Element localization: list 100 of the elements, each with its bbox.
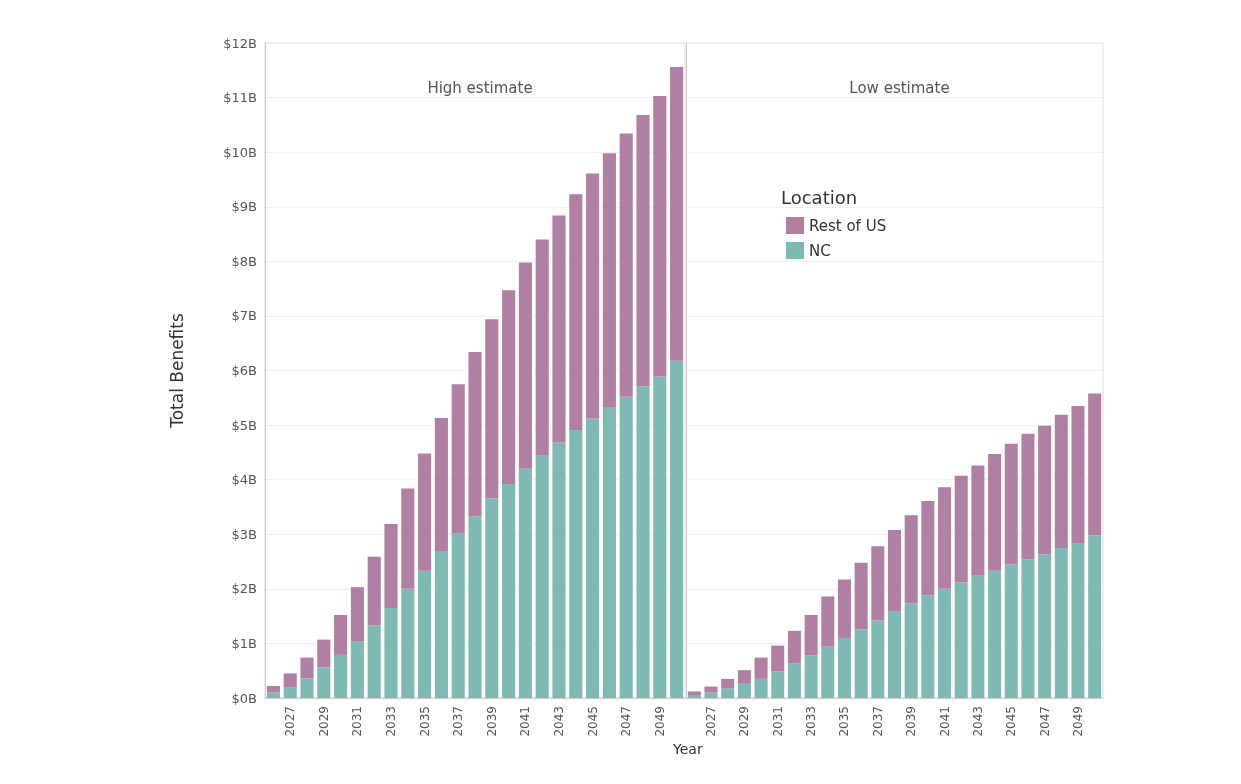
bar [1021, 559, 1035, 698]
bar [1071, 405, 1085, 543]
bar [468, 351, 482, 517]
bar [1038, 425, 1052, 555]
bar [921, 500, 935, 596]
bar [653, 376, 667, 698]
bar [401, 588, 415, 698]
bar [787, 630, 801, 664]
x-tick-label: 2037 [451, 706, 466, 737]
bar [300, 678, 314, 698]
bar [266, 692, 280, 698]
bar [721, 688, 735, 698]
bar [771, 645, 785, 672]
bar [938, 487, 952, 589]
bar [737, 683, 751, 698]
x-tick-label: 2039 [484, 706, 499, 737]
bar [451, 533, 465, 698]
bar [670, 67, 684, 361]
bar [653, 95, 667, 377]
bar [401, 488, 415, 589]
x-tick-label: 2031 [770, 706, 785, 737]
y-tick-label: $0B [231, 690, 257, 706]
bar [871, 546, 885, 621]
bar [266, 685, 280, 693]
bar [821, 646, 835, 698]
x-tick-label: 2047 [1037, 706, 1052, 737]
bar [502, 290, 516, 485]
bar [721, 678, 735, 689]
bar [384, 607, 398, 698]
bar [367, 556, 381, 626]
y-tick-label: $3B [231, 526, 257, 542]
bar [434, 551, 448, 698]
y-tick-label: $4B [231, 472, 257, 488]
bar [619, 396, 633, 698]
legend-label: Rest of US [809, 216, 887, 235]
bar [586, 173, 600, 419]
bar [988, 570, 1002, 698]
bar [300, 657, 314, 679]
bar [704, 686, 718, 693]
bar [971, 465, 985, 576]
bar [602, 153, 616, 408]
bar [854, 629, 868, 698]
x-tick-label: 2043 [552, 706, 566, 737]
bar [619, 133, 633, 397]
bar [535, 455, 549, 698]
bar [737, 670, 751, 684]
bar [1054, 414, 1068, 548]
bar [804, 615, 818, 656]
bar [837, 637, 851, 698]
x-tick-label: 2031 [350, 706, 365, 737]
x-tick-label: 2027 [704, 706, 719, 737]
bar [938, 588, 952, 698]
x-tick-label: 2045 [1004, 706, 1019, 737]
y-tick-label: $10B [223, 144, 257, 160]
text: High estimate [427, 78, 533, 97]
x-tick-label: 2037 [870, 706, 885, 737]
bar [502, 484, 516, 698]
legend-title: Location [781, 186, 858, 208]
bar [485, 319, 499, 499]
text: Low estimate [849, 78, 950, 97]
x-tick-label: 2041 [518, 706, 533, 737]
bar [971, 575, 985, 698]
bar [334, 654, 348, 698]
bar [1054, 547, 1068, 698]
bar [317, 639, 331, 668]
bar [384, 523, 398, 608]
y-tick-label: $7B [231, 308, 257, 324]
bar [317, 667, 331, 698]
bar [283, 673, 297, 688]
bar [1004, 443, 1018, 565]
y-tick-label: $9B [231, 199, 257, 215]
x-tick-label: 2043 [970, 706, 985, 737]
bar [552, 215, 566, 443]
y-axis-title: Total Benefits [166, 313, 187, 429]
bar [334, 615, 348, 655]
bar [451, 384, 465, 534]
bar [602, 407, 616, 698]
bar [569, 430, 583, 698]
bar [687, 695, 701, 698]
bar [586, 418, 600, 698]
bar [434, 417, 448, 552]
y-tick-label: $2B [231, 581, 257, 597]
bar [518, 262, 532, 469]
x-tick-label: 2047 [619, 706, 634, 737]
bar [518, 468, 532, 698]
x-tick-label: 2027 [283, 706, 298, 737]
y-tick-label: $1B [231, 635, 257, 651]
x-tick-label: 2029 [316, 706, 331, 737]
bar [485, 498, 499, 698]
bar [754, 657, 768, 679]
bar [904, 603, 918, 698]
bar [418, 453, 432, 571]
x-tick-label: 2033 [384, 706, 398, 737]
y-tick-label: $12B [223, 35, 257, 51]
y-tick-label: $6B [231, 363, 257, 378]
y-tick-label: $5B [231, 417, 257, 433]
bar [670, 360, 684, 698]
legend-label: NC [809, 241, 831, 260]
bar [1088, 535, 1102, 698]
x-tick-label: 2049 [1070, 706, 1085, 737]
